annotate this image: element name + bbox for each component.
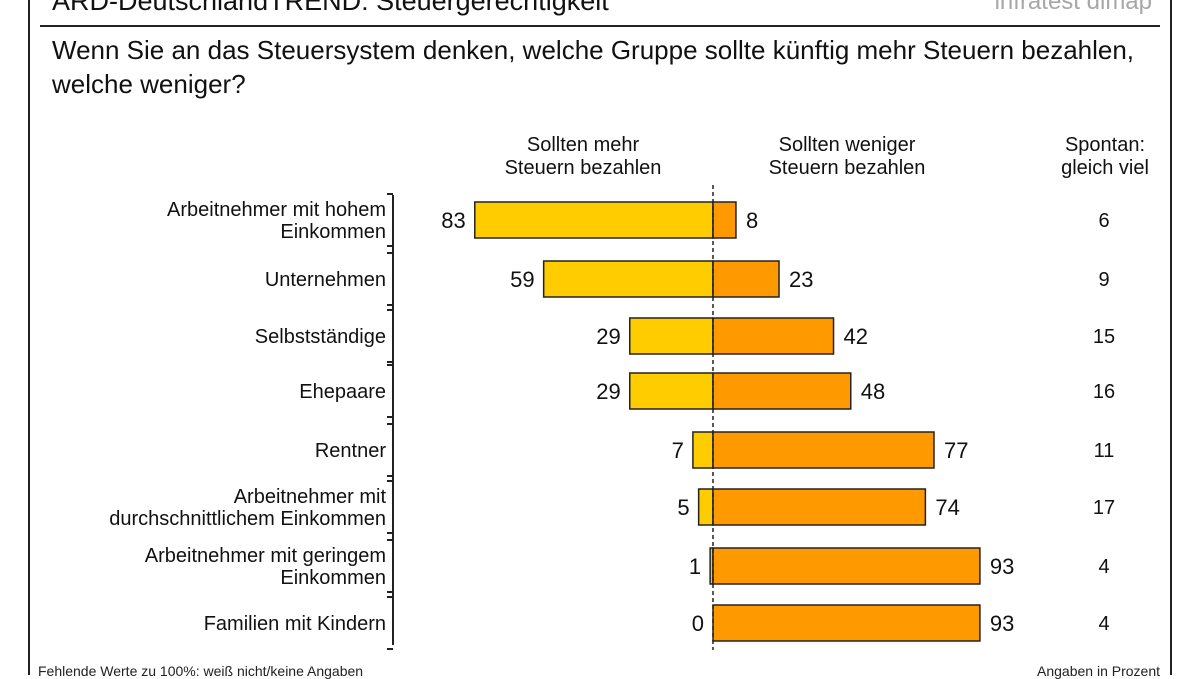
footer-unit: Angaben in Prozent <box>1037 663 1160 679</box>
value-label-more: 1 <box>689 554 701 579</box>
value-label-same: 11 <box>1094 440 1115 462</box>
frame-right-border <box>1170 0 1172 675</box>
column-header-more-line1: Sollten mehr <box>526 134 640 156</box>
value-label-same: 6 <box>1098 210 1109 232</box>
value-label-same: 4 <box>1098 556 1109 578</box>
value-label-same: 17 <box>1093 497 1115 519</box>
bar-less <box>712 372 852 410</box>
bar-less <box>712 201 737 239</box>
value-label-same: 15 <box>1093 326 1115 348</box>
category-label: Einkommen <box>280 567 386 589</box>
bar-more <box>629 317 714 355</box>
value-label-less: 93 <box>990 611 1014 636</box>
frame-left-border <box>28 0 30 675</box>
footer-note: Fehlende Werte zu 100%: weiß nicht/keine… <box>38 663 364 679</box>
value-label-more: 29 <box>596 379 620 404</box>
survey-question: Wenn Sie an das Steuersystem denken, wel… <box>52 35 1135 99</box>
category-label: Rentner <box>315 440 386 462</box>
value-label-more: 7 <box>672 438 684 463</box>
value-label-less: 93 <box>990 554 1014 579</box>
chart-title: ARD-DeutschlandTREND: Steuergerechtigkei… <box>52 0 609 16</box>
value-label-more: 29 <box>596 324 620 349</box>
category-label: Arbeitnehmer mit hohem <box>167 199 386 221</box>
value-label-less: 48 <box>861 379 885 404</box>
bar-more <box>474 201 714 239</box>
column-header-more: Sollten mehr Steuern bezahlen <box>478 134 688 180</box>
category-label: Selbstständige <box>255 326 386 348</box>
bar-less <box>712 488 927 526</box>
category-label: Familien mit Kindern <box>204 613 386 635</box>
value-label-more: 5 <box>677 495 689 520</box>
category-label: Arbeitnehmer mit <box>234 486 387 508</box>
value-label-same: 9 <box>1098 269 1109 291</box>
value-label-more: 59 <box>510 267 534 292</box>
value-label-less: 23 <box>789 267 813 292</box>
value-label-less: 8 <box>746 208 758 233</box>
bar-more <box>629 372 714 410</box>
brand-label: infratest dimap <box>994 0 1152 15</box>
value-label-more: 0 <box>692 611 704 636</box>
bar-more <box>697 488 714 526</box>
column-header-same-line2: gleich viel <box>1061 157 1149 179</box>
bar-less <box>712 431 935 469</box>
value-label-less: 42 <box>844 324 868 349</box>
category-label: durchschnittlichem Einkommen <box>109 508 386 530</box>
title-rule <box>40 25 1160 27</box>
category-label: Unternehmen <box>265 269 386 291</box>
category-label: Ehepaare <box>299 381 386 403</box>
value-label-less: 77 <box>944 438 968 463</box>
bar-more <box>542 260 714 298</box>
bar-less <box>712 317 835 355</box>
column-header-same: Spontan: gleich viel <box>1042 134 1168 180</box>
category-label: Einkommen <box>280 221 386 243</box>
column-header-less-line2: Steuern bezahlen <box>768 157 926 179</box>
bar-less <box>712 547 981 585</box>
value-label-less: 74 <box>935 495 959 520</box>
bar-more <box>692 431 714 469</box>
value-label-more: 83 <box>441 208 465 233</box>
category-label: Arbeitnehmer mit geringem <box>145 545 386 567</box>
column-header-more-line2: Steuern bezahlen <box>504 157 662 179</box>
value-label-same: 16 <box>1093 381 1115 403</box>
column-header-less: Sollten weniger Steuern bezahlen <box>742 134 952 180</box>
column-header-same-line1: Spontan: <box>1064 134 1146 156</box>
value-label-same: 4 <box>1098 613 1109 635</box>
bar-less <box>712 604 981 642</box>
column-header-less-line1: Sollten weniger <box>778 134 916 156</box>
bar-less <box>712 260 780 298</box>
